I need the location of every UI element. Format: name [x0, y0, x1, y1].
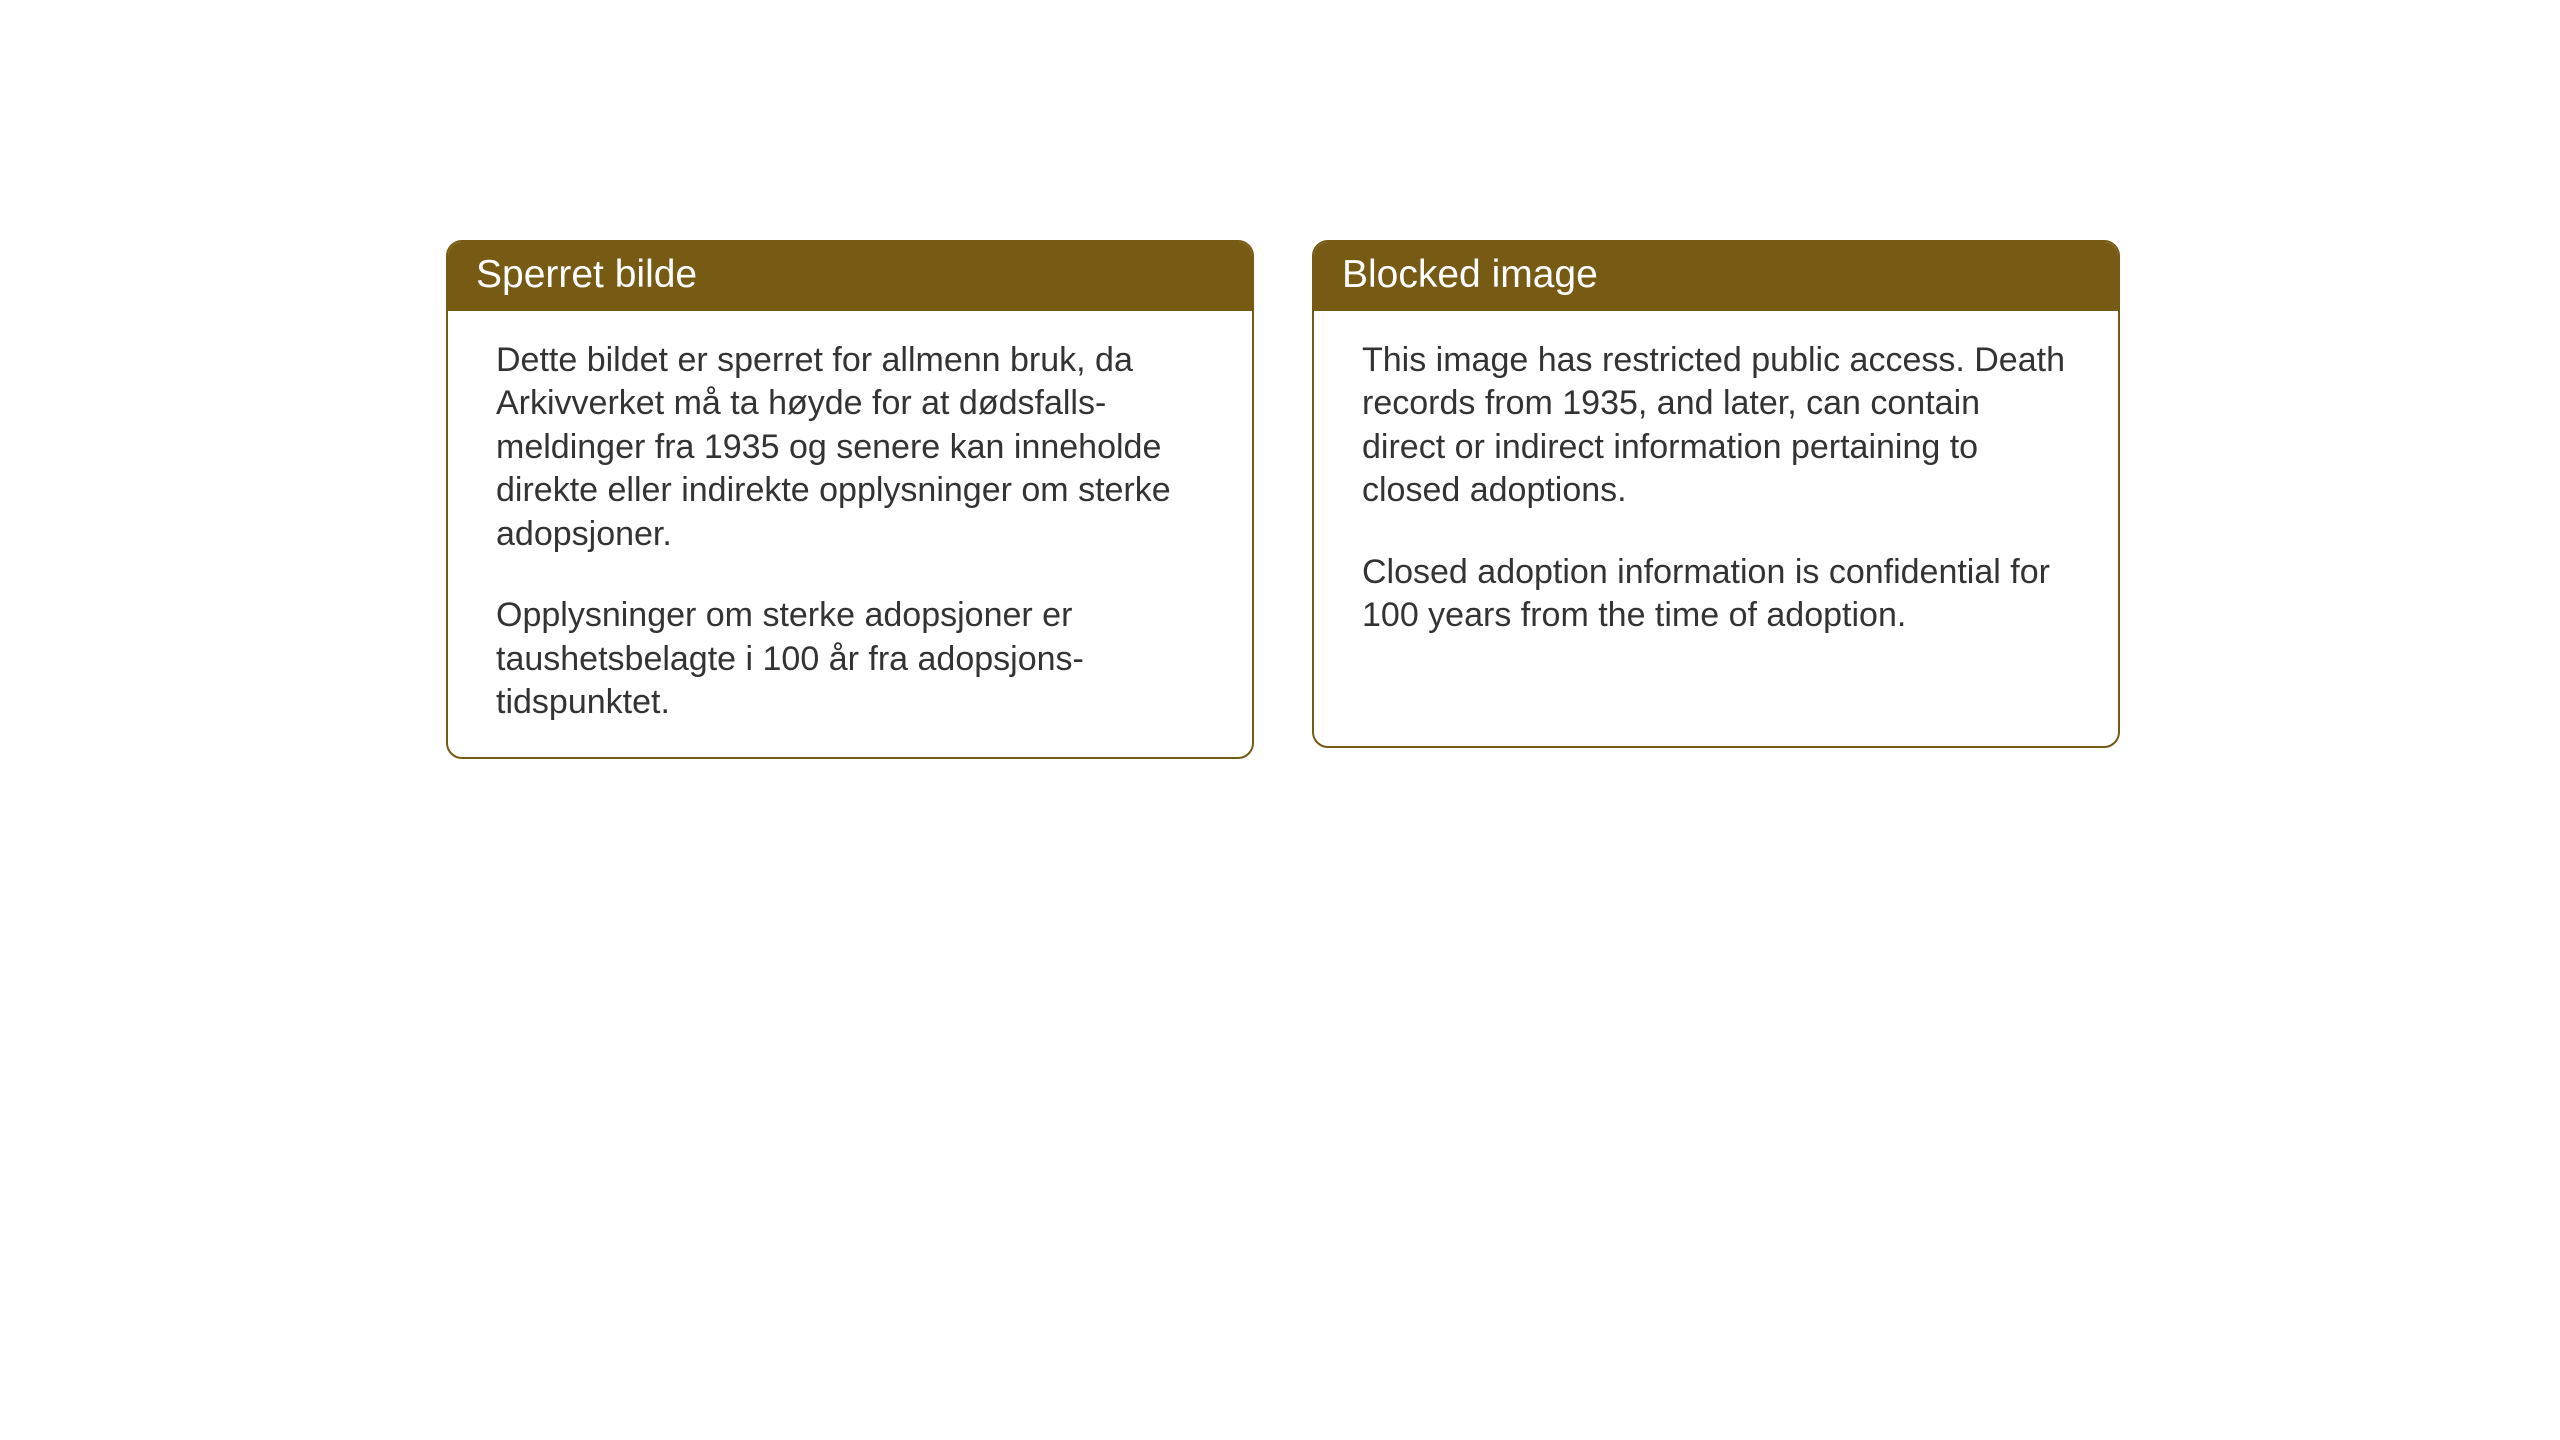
notice-container: Sperret bilde Dette bildet er sperret fo…	[446, 240, 2120, 759]
notice-paragraph-1-norwegian: Dette bildet er sperret for allmenn bruk…	[496, 339, 1204, 557]
notice-header-norwegian: Sperret bilde	[448, 242, 1252, 311]
notice-paragraph-2-norwegian: Opplysninger om sterke adopsjoner er tau…	[496, 594, 1204, 725]
notice-paragraph-1-english: This image has restricted public access.…	[1362, 339, 2070, 513]
notice-card-norwegian: Sperret bilde Dette bildet er sperret fo…	[446, 240, 1254, 759]
notice-header-english: Blocked image	[1314, 242, 2118, 311]
notice-body-english: This image has restricted public access.…	[1314, 311, 2118, 670]
notice-card-english: Blocked image This image has restricted …	[1312, 240, 2120, 748]
notice-paragraph-2-english: Closed adoption information is confident…	[1362, 551, 2070, 638]
notice-body-norwegian: Dette bildet er sperret for allmenn bruk…	[448, 311, 1252, 757]
